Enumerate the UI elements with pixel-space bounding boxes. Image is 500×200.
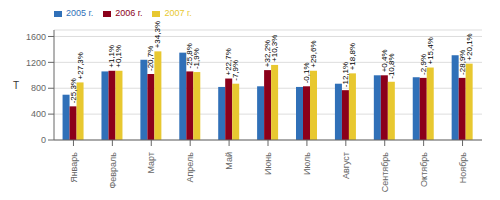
svg-text:Июнь: Июнь	[263, 152, 273, 175]
svg-text:Октябрь: Октябрь	[419, 152, 429, 187]
svg-text:-7,9%: -7,9%	[231, 60, 240, 81]
svg-text:+29,6%: +29,6%	[309, 40, 318, 67]
svg-text:+34,3%: +34,3%	[153, 21, 162, 48]
svg-text:-10,8%: -10,8%	[387, 53, 396, 78]
svg-text:1200: 1200	[26, 58, 46, 68]
svg-text:Сентябрь: Сентябрь	[380, 152, 390, 192]
svg-text:0: 0	[41, 135, 46, 145]
svg-text:1600: 1600	[26, 32, 46, 42]
svg-text:+22,7%: +22,7%	[224, 48, 234, 76]
html-text:2007 г.: 2007 г.	[164, 8, 192, 18]
svg-text:Август: Август	[341, 152, 351, 179]
svg-text:Февраль: Февраль	[108, 152, 118, 189]
svg-text:-25,8%: -25,8%	[185, 43, 195, 69]
svg-text:-25,3%: -25,3%	[69, 78, 78, 103]
svg-text:+27,3%: +27,3%	[76, 52, 85, 79]
svg-text:-1,9%: -1,9%	[192, 48, 201, 69]
svg-text:Март: Март	[146, 152, 156, 174]
html-text:2006 г.: 2006 г.	[115, 8, 143, 18]
svg-text:-0,1%: -0,1%	[302, 62, 311, 84]
svg-text:Ноябрь: Ноябрь	[458, 152, 468, 184]
svg-text:400: 400	[31, 109, 46, 119]
html-text:2005 г.: 2005 г.	[66, 8, 94, 18]
svg-text:Январь: Январь	[69, 152, 79, 183]
svg-text:Апрель: Апрель	[185, 152, 195, 183]
svg-text:Т: Т	[13, 80, 19, 91]
svg-text:-28,9%: -28,9%	[457, 49, 467, 75]
svg-text:+15,4%: +15,4%	[426, 37, 435, 64]
svg-text:+0,4%: +0,4%	[379, 49, 389, 73]
svg-text:Июль: Июль	[302, 152, 312, 175]
svg-text:+1,1%: +1,1%	[107, 44, 117, 68]
svg-text:800: 800	[31, 83, 46, 93]
svg-text:+10,3%: +10,3%	[270, 35, 279, 62]
svg-text:+20,1%: +20,1%	[465, 33, 474, 60]
svg-text:+32,2%: +32,2%	[263, 39, 273, 68]
svg-text:-20,7%: -20,7%	[146, 46, 155, 71]
svg-text:-2,9%: -2,9%	[418, 54, 428, 75]
svg-text:+18,8%: +18,8%	[348, 43, 357, 70]
svg-text:-12,1%: -12,1%	[340, 61, 350, 88]
svg-text:+0,1%: +0,1%	[114, 45, 123, 68]
svg-text:Май: Май	[224, 152, 234, 170]
